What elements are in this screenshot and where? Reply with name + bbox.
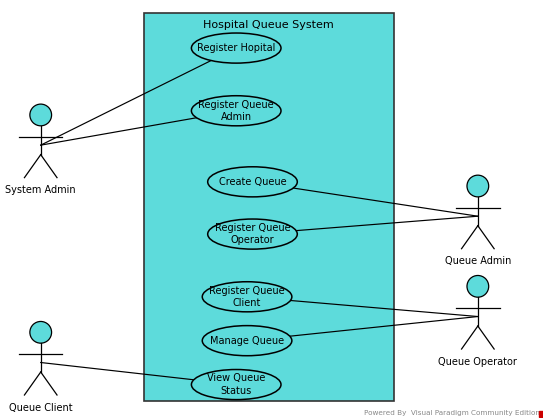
Text: Register Queue
Client: Register Queue Client	[209, 285, 285, 308]
Ellipse shape	[202, 282, 292, 312]
Text: View Queue
Status: View Queue Status	[207, 373, 266, 396]
Ellipse shape	[30, 104, 52, 126]
Text: Register Queue
Admin: Register Queue Admin	[198, 99, 274, 122]
Text: Manage Queue: Manage Queue	[210, 336, 284, 346]
Ellipse shape	[467, 275, 489, 297]
Ellipse shape	[467, 175, 489, 197]
Text: Register Queue
Operator: Register Queue Operator	[214, 223, 291, 245]
Ellipse shape	[207, 219, 298, 249]
Text: Register Hopital: Register Hopital	[197, 43, 275, 53]
FancyBboxPatch shape	[144, 13, 394, 401]
Ellipse shape	[192, 96, 281, 126]
Ellipse shape	[192, 370, 281, 400]
Text: Queue Operator: Queue Operator	[438, 357, 517, 367]
Text: Hospital Queue System: Hospital Queue System	[204, 20, 334, 30]
Ellipse shape	[207, 167, 298, 197]
Text: Powered By  Visual Paradigm Community Edition: Powered By Visual Paradigm Community Edi…	[364, 410, 540, 416]
Text: Create Queue: Create Queue	[219, 177, 286, 187]
Text: Queue Admin: Queue Admin	[445, 256, 511, 266]
Ellipse shape	[192, 33, 281, 63]
Ellipse shape	[202, 326, 292, 356]
Text: Queue Client: Queue Client	[9, 403, 73, 413]
Ellipse shape	[30, 321, 52, 343]
Text: System Admin: System Admin	[5, 185, 76, 195]
